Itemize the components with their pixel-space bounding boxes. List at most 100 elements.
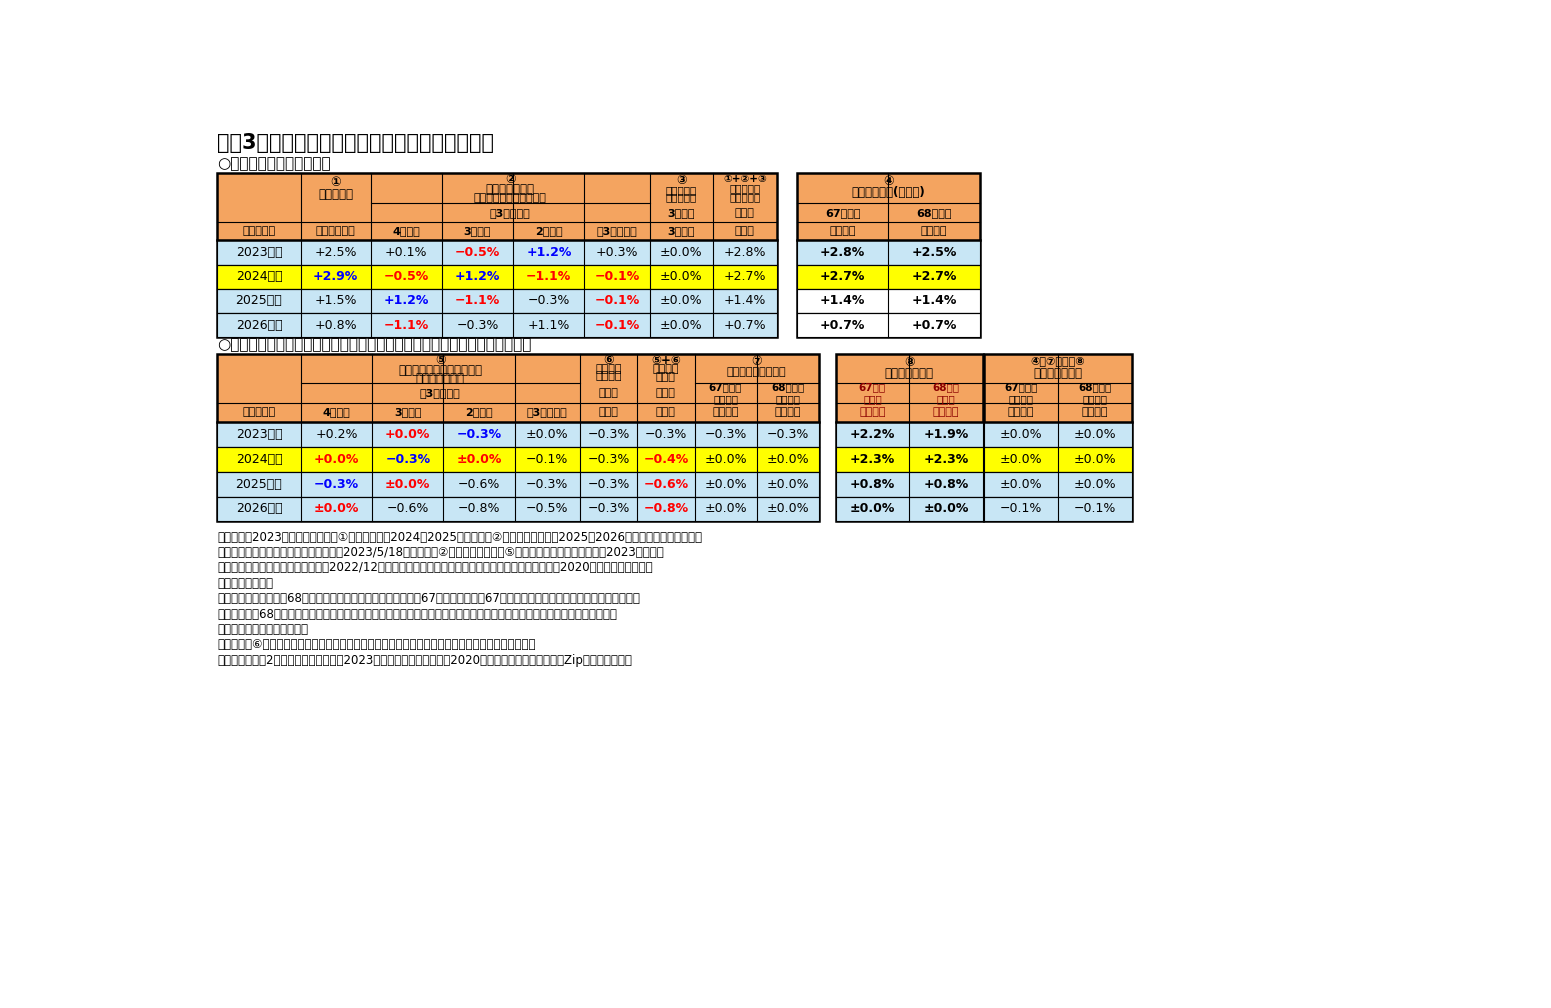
Text: 2023年度: 2023年度 [236, 427, 282, 440]
Text: +0.0%: +0.0% [385, 427, 431, 440]
Bar [217, 240, 777, 264]
Text: +0.0%: +0.0% [313, 453, 360, 466]
Bar [836, 497, 983, 521]
Text: −0.3%: −0.3% [588, 427, 630, 440]
Text: +2.7%: +2.7% [724, 270, 766, 283]
Text: の２年度前は、共済以外の2022/12までの実績から仮定（前節参照）。これら以外の仮定は、2020年追加試算のケース: の２年度前は、共済以外の2022/12までの実績から仮定（前節参照）。これら以外… [217, 561, 653, 575]
Text: ⑦: ⑦ [751, 355, 762, 368]
Text: −1.1%: −1.1% [526, 270, 571, 283]
Text: ±0.0%: ±0.0% [704, 453, 748, 466]
Bar [797, 240, 980, 264]
Text: 当年度: 当年度 [735, 208, 755, 218]
Text: ±0.0%: ±0.0% [526, 427, 569, 440]
Text: 当年度分: 当年度分 [653, 364, 679, 374]
Text: 物価変動率: 物価変動率 [318, 187, 354, 201]
Text: なる可能性がある。: なる可能性がある。 [217, 623, 309, 636]
Text: +0.8%: +0.8% [923, 478, 969, 491]
Text: −0.3%: −0.3% [313, 478, 358, 491]
Bar [217, 264, 777, 288]
Text: 賃金変動率: 賃金変動率 [729, 192, 760, 202]
Text: 年度から: 年度から [774, 407, 800, 417]
Text: ±0.0%: ±0.0% [456, 453, 503, 466]
Text: 図表3　年金額改定率の粗い見通し（筆者試算）: 図表3 年金額改定率の粗い見通し（筆者試算） [217, 132, 495, 152]
Text: 2025年度: 2025年度 [236, 478, 282, 491]
Text: ±0.0%: ±0.0% [661, 294, 703, 307]
Text: 前年度からの繰越分: 前年度からの繰越分 [727, 367, 786, 377]
Text: （資料）　図表2の資料に加え、斎藤（2023）、厚生労働省年金局（2020）「財政検証詳細結果等（Zipファイル）」。: （資料） 図表2の資料に加え、斎藤（2023）、厚生労働省年金局（2020）「財… [217, 654, 631, 667]
Text: 2024年度: 2024年度 [236, 270, 282, 283]
Text: 67歳到達
年度まで: 67歳到達 年度まで [1005, 382, 1038, 404]
Text: 67歳到達: 67歳到達 [825, 208, 861, 218]
Text: 2026年度: 2026年度 [236, 502, 282, 515]
Text: 年度まで: 年度まで [712, 407, 738, 417]
Text: の伸び率: の伸び率 [596, 371, 622, 381]
Text: 公的年金加入者数の変動率: 公的年金加入者数の変動率 [399, 364, 482, 377]
Text: ±0.0%: ±0.0% [850, 502, 895, 515]
Text: ±0.0%: ±0.0% [766, 453, 808, 466]
Bar [797, 288, 980, 313]
Bar [985, 422, 1132, 447]
Text: +0.7%: +0.7% [820, 319, 865, 332]
Text: −0.3%: −0.3% [588, 478, 630, 491]
Text: 当年度: 当年度 [656, 407, 676, 417]
Text: ⑧: ⑧ [904, 356, 915, 369]
Bar [985, 497, 1132, 521]
Text: 改定の年度: 改定の年度 [242, 407, 276, 417]
Text: +2.5%: +2.5% [315, 246, 357, 259]
Text: ±0.0%: ±0.0% [704, 502, 748, 515]
Text: 可処分所得: 可処分所得 [665, 184, 696, 195]
Text: 2年度前: 2年度前 [535, 226, 563, 236]
Text: +0.7%: +0.7% [912, 319, 957, 332]
Text: ±0.0%: ±0.0% [1000, 427, 1042, 440]
Text: ±0.0%: ±0.0% [1073, 453, 1117, 466]
Bar [985, 472, 1132, 497]
Text: （性・年齢構成調整後）: （性・年齢構成調整後） [473, 194, 546, 203]
Text: ±0.0%: ±0.0% [661, 246, 703, 259]
Text: ニッセイ基礎研究所の見通し（2023/5/18公表版）。②実質賃金変動率と⑤公的年金加入者数の変動率の2023年度改定: ニッセイ基礎研究所の見通し（2023/5/18公表版）。②実質賃金変動率と⑤公的… [217, 546, 664, 559]
Text: 調整後の改定率: 調整後の改定率 [884, 367, 934, 380]
Text: 2026年度: 2026年度 [236, 319, 282, 332]
Bar [217, 354, 819, 521]
Bar [217, 472, 819, 497]
Text: 本来の改定率(調整前): 本来の改定率(調整前) [851, 185, 924, 199]
Text: −1.1%: −1.1% [454, 294, 499, 307]
Text: +2.8%: +2.8% [820, 246, 865, 259]
Bar [797, 313, 980, 338]
Text: 年度から: 年度から [932, 407, 959, 417]
Text: ④: ④ [883, 175, 893, 188]
Text: 68歳到達
年度から: 68歳到達 年度から [1078, 382, 1112, 404]
Text: −0.8%: −0.8% [644, 502, 689, 515]
Text: 年度から: 年度から [1081, 407, 1107, 417]
Text: −0.5%: −0.5% [454, 246, 499, 259]
Text: 3年度前: 3年度前 [464, 226, 492, 236]
Text: 3年度前: 3年度前 [667, 226, 695, 236]
Bar [836, 447, 983, 472]
Text: 名目手取り: 名目手取り [729, 183, 760, 194]
Text: ○年金財政健全化のための調整（いわゆるマクロ経済スライド）の計算過程: ○年金財政健全化のための調整（いわゆるマクロ経済スライド）の計算過程 [217, 337, 532, 352]
Text: −0.3%: −0.3% [385, 453, 430, 466]
Text: （3年平均）: （3年平均） [597, 226, 637, 236]
Text: +1.2%: +1.2% [526, 246, 571, 259]
Text: 固定値: 固定値 [599, 388, 619, 398]
Text: 2023年度: 2023年度 [236, 246, 282, 259]
Text: 3年度前: 3年度前 [394, 407, 422, 417]
Text: −0.3%: −0.3% [704, 427, 746, 440]
Text: 68歳到達
年度から: 68歳到達 年度から [771, 382, 803, 404]
Text: +2.5%: +2.5% [912, 246, 957, 259]
Text: 年度まで: 年度まで [830, 226, 856, 236]
Text: 年度まで: 年度まで [1008, 407, 1035, 417]
Text: −0.6%: −0.6% [386, 502, 430, 515]
Text: +2.3%: +2.3% [850, 453, 895, 466]
Text: 平均余命: 平均余命 [596, 364, 622, 374]
Bar [797, 264, 980, 288]
Text: +0.2%: +0.2% [315, 427, 358, 440]
Text: −0.1%: −0.1% [1073, 502, 1117, 515]
Text: −0.6%: −0.6% [644, 478, 689, 491]
Text: −0.6%: −0.6% [458, 478, 501, 491]
Text: 実質賃金変動率: 実質賃金変動率 [485, 183, 535, 197]
Text: +2.3%: +2.3% [923, 453, 969, 466]
Text: （年度間平均）: （年度間平均） [416, 372, 465, 384]
Text: −0.4%: −0.4% [644, 453, 689, 466]
Text: 固定値: 固定値 [599, 407, 619, 417]
Text: 前年（暦年）: 前年（暦年） [316, 226, 355, 236]
